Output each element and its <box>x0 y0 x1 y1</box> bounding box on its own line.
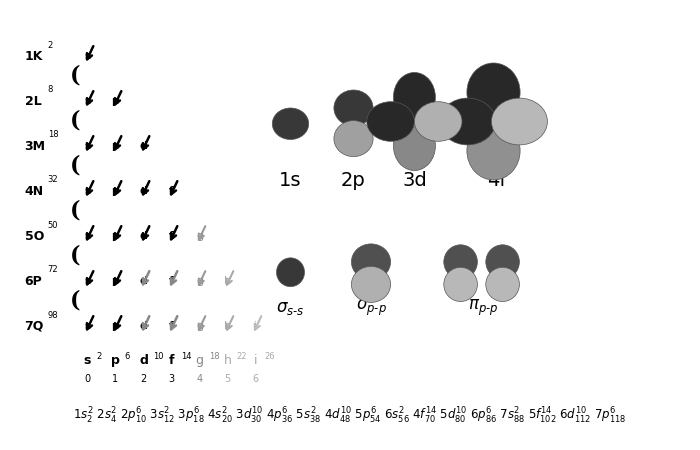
Text: 2p: 2p <box>341 171 366 189</box>
Text: f: f <box>169 321 174 331</box>
Ellipse shape <box>393 72 435 122</box>
Text: (: ( <box>70 109 80 131</box>
Ellipse shape <box>444 245 477 279</box>
Text: p: p <box>111 231 120 241</box>
Text: 6: 6 <box>253 374 258 383</box>
Text: i: i <box>254 321 257 331</box>
Text: p: p <box>111 354 120 367</box>
Text: 3d: 3d <box>402 171 427 189</box>
Text: h: h <box>224 276 231 286</box>
Text: i: i <box>253 354 258 367</box>
Text: (: ( <box>70 244 80 266</box>
Text: g: g <box>196 321 203 331</box>
Text: $\sigma_{p\text{-}p}$: $\sigma_{p\text{-}p}$ <box>356 298 386 318</box>
Text: 1K: 1K <box>25 50 43 63</box>
Text: 2L: 2L <box>25 95 41 108</box>
Text: s: s <box>84 321 91 331</box>
Text: 18: 18 <box>209 352 219 361</box>
Text: 3M: 3M <box>25 140 46 153</box>
Text: (: ( <box>70 154 80 176</box>
Text: s: s <box>84 51 91 61</box>
Ellipse shape <box>467 63 520 122</box>
Text: d: d <box>139 186 148 196</box>
Text: 1s: 1s <box>279 171 302 189</box>
Text: d: d <box>139 276 148 286</box>
Ellipse shape <box>351 244 391 280</box>
Ellipse shape <box>351 266 391 302</box>
Text: 2: 2 <box>48 40 53 50</box>
Ellipse shape <box>334 90 373 126</box>
Text: f: f <box>169 354 174 367</box>
Ellipse shape <box>486 245 519 279</box>
Ellipse shape <box>367 102 414 141</box>
Text: d: d <box>139 321 148 331</box>
Text: p: p <box>111 96 120 106</box>
Text: g: g <box>196 276 203 286</box>
Text: h: h <box>223 354 232 367</box>
Text: 18: 18 <box>48 130 58 140</box>
Text: 50: 50 <box>48 220 58 230</box>
Text: (: ( <box>70 64 80 86</box>
Text: p: p <box>111 276 120 286</box>
Text: 26: 26 <box>265 352 275 361</box>
Text: p: p <box>111 321 120 331</box>
Text: (: ( <box>70 199 80 221</box>
Ellipse shape <box>393 121 435 171</box>
Text: 4N: 4N <box>25 185 43 198</box>
Text: f: f <box>169 186 174 196</box>
Text: 2: 2 <box>97 352 102 361</box>
Text: 6: 6 <box>125 352 130 361</box>
Text: 4f: 4f <box>487 171 507 189</box>
Text: 32: 32 <box>48 176 58 184</box>
Text: $\pi_{p\text{-}p}$: $\pi_{p\text{-}p}$ <box>468 298 498 318</box>
Text: 14: 14 <box>181 352 191 361</box>
Text: s: s <box>84 354 91 367</box>
Text: 0: 0 <box>85 374 90 383</box>
Ellipse shape <box>440 98 496 145</box>
Text: h: h <box>224 321 231 331</box>
Text: 98: 98 <box>48 310 58 320</box>
Text: 4: 4 <box>197 374 202 383</box>
Ellipse shape <box>334 121 373 157</box>
Ellipse shape <box>491 98 547 145</box>
Text: s: s <box>84 186 91 196</box>
Text: s: s <box>84 276 91 286</box>
Text: p: p <box>111 186 120 196</box>
Text: 2: 2 <box>141 374 146 383</box>
Ellipse shape <box>272 108 309 140</box>
Text: s: s <box>84 141 91 151</box>
Text: d: d <box>139 141 148 151</box>
Text: $1s^2_2\ 2s^2_4\ 2p^6_{10}\ 3s^2_{12}\ 3p^6_{18}\ 4s^2_{20}\ 3d^{10}_{30}\ 4p^6_: $1s^2_2\ 2s^2_4\ 2p^6_{10}\ 3s^2_{12}\ 3… <box>74 406 626 426</box>
Text: f: f <box>169 231 174 241</box>
Text: 3: 3 <box>169 374 174 383</box>
Text: 5O: 5O <box>25 230 44 243</box>
Text: 72: 72 <box>48 266 58 274</box>
Text: 1: 1 <box>113 374 118 383</box>
Text: f: f <box>169 276 174 286</box>
Text: 6P: 6P <box>25 275 42 288</box>
Text: d: d <box>139 231 148 241</box>
Text: p: p <box>111 141 120 151</box>
Ellipse shape <box>467 122 520 180</box>
Text: s: s <box>84 96 91 106</box>
Text: 7Q: 7Q <box>25 320 44 333</box>
Text: 5: 5 <box>225 374 230 383</box>
Ellipse shape <box>444 267 477 302</box>
Text: g: g <box>196 231 203 241</box>
Ellipse shape <box>414 102 462 141</box>
Text: $\sigma_{s\text{-}s}$: $\sigma_{s\text{-}s}$ <box>276 299 304 317</box>
Ellipse shape <box>486 267 519 302</box>
Text: s: s <box>84 231 91 241</box>
Text: 8: 8 <box>48 86 53 94</box>
Text: 22: 22 <box>237 352 247 361</box>
Text: d: d <box>139 354 148 367</box>
Text: (: ( <box>70 289 80 311</box>
Text: g: g <box>195 354 204 367</box>
Text: 10: 10 <box>153 352 163 361</box>
Ellipse shape <box>276 258 304 287</box>
